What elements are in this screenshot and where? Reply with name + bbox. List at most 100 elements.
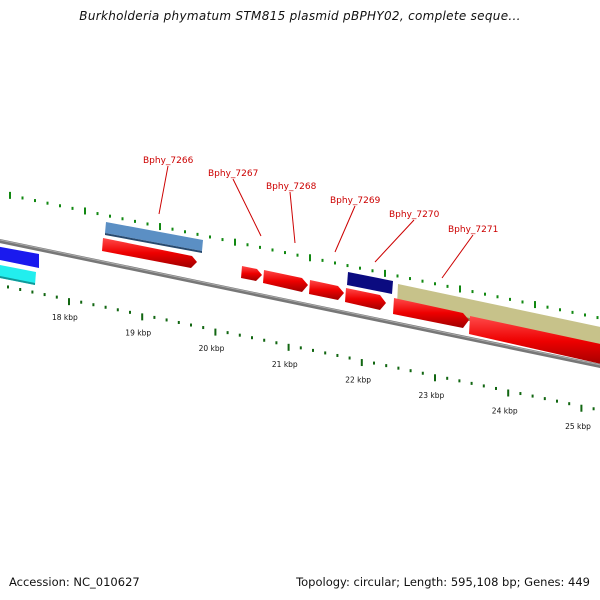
cds-arrow-bphy-7267[interactable] <box>263 270 308 292</box>
kbp-label-21: 21 kbp <box>272 360 298 369</box>
leader-line-bphy-7271 <box>441 234 474 279</box>
inner-tick-minor <box>543 397 546 401</box>
kbp-label-24: 24 kbp <box>492 407 518 416</box>
outer-tick-minor <box>371 269 374 273</box>
outer-tick-minor <box>209 235 211 239</box>
outer-tick-minor <box>246 243 249 247</box>
outer-tick-minor <box>146 222 149 226</box>
gene-label-bphy-7271[interactable]: Bphy_7271 <box>448 225 498 235</box>
outer-tick-minor <box>321 258 324 262</box>
cds-arrow-bphy-7266[interactable] <box>102 238 197 268</box>
gene-label-bphy-7269[interactable]: Bphy_7269 <box>330 196 381 206</box>
outer-tick-major <box>84 207 86 215</box>
inner-tick-major <box>580 404 583 412</box>
outer-tick-minor <box>134 219 136 223</box>
cds-arrow-bphy-7271[interactable] <box>469 316 600 366</box>
outer-tick-minor <box>221 238 224 242</box>
inner-tick-minor <box>263 338 266 342</box>
inner-tick-minor <box>519 392 522 396</box>
outer-tick-minor <box>571 310 574 314</box>
outer-tick-minor <box>359 266 361 270</box>
accession-label: Accession: NC_010627 <box>9 575 140 589</box>
outer-tick-minor <box>59 204 61 208</box>
outer-tick-minor <box>421 279 424 283</box>
inner-tick-minor <box>568 402 571 406</box>
inner-tick-minor <box>397 366 400 370</box>
kbp-label-23: 23 kbp <box>419 391 445 400</box>
inner-tick-minor <box>238 333 241 337</box>
outer-tick-minor <box>171 227 174 231</box>
outer-tick-minor <box>296 253 299 257</box>
cds-arrow-bphy-7270[interactable] <box>393 298 469 328</box>
inner-tick-major <box>507 389 510 397</box>
outer-tick-minor <box>346 264 349 268</box>
inner-tick-minor <box>226 331 229 335</box>
outer-tick-major <box>309 254 311 262</box>
outer-tick-minor <box>521 300 524 304</box>
inner-tick-minor <box>336 353 339 357</box>
inner-tick-major <box>287 343 290 351</box>
outer-tick-minor <box>284 251 286 255</box>
gene-label-bphy-7268[interactable]: Bphy_7268 <box>266 182 317 192</box>
outer-tick-minor <box>96 212 99 216</box>
inner-tick-minor <box>31 290 34 294</box>
inner-tick-minor <box>116 308 119 312</box>
inner-tick-minor <box>324 351 327 355</box>
outer-tick-minor <box>21 196 24 200</box>
feature-cyan[interactable] <box>0 264 36 285</box>
inner-tick-minor <box>129 310 131 314</box>
outer-tick-major <box>234 238 236 246</box>
cds-arrow-bphy-7268[interactable] <box>309 280 344 300</box>
cds-arrows <box>102 238 600 366</box>
outer-tick-minor <box>34 199 36 203</box>
leader-line-bphy-7269 <box>334 205 356 253</box>
outer-tick-minor <box>184 230 186 234</box>
inner-tick-minor <box>556 399 558 403</box>
outer-tick-minor <box>496 295 499 299</box>
outer-tick-minor <box>559 308 561 312</box>
outer-tick-minor <box>46 201 49 205</box>
inner-tick-minor <box>275 341 278 345</box>
inner-tick-minor <box>446 376 449 380</box>
inner-tick-minor <box>495 386 497 390</box>
cds-arrow-bphy-7269[interactable] <box>345 288 386 310</box>
gene-label-bphy-7266[interactable]: Bphy_7266 <box>143 156 194 166</box>
feature-navy[interactable] <box>347 272 393 294</box>
inner-tick-minor <box>104 305 107 309</box>
gene-label-bphy-7267[interactable]: Bphy_7267 <box>208 169 258 179</box>
outer-tick-minor <box>484 292 486 296</box>
inner-tick-minor <box>190 323 192 327</box>
inner-tick-major <box>214 328 217 336</box>
outer-tick-major <box>534 301 536 309</box>
inner-tick-minor <box>312 348 314 352</box>
inner-tick-minor <box>531 394 534 398</box>
outer-tick-minor <box>409 277 411 281</box>
outer-tick-major <box>384 269 386 277</box>
feature-blue[interactable] <box>0 246 39 268</box>
inner-tick-minor <box>92 303 95 307</box>
outer-tick-minor <box>259 245 261 249</box>
inner-tick-minor <box>80 300 83 304</box>
outer-tick-minor <box>71 206 74 210</box>
inner-tick-minor <box>373 361 375 365</box>
kbp-label-25: 25 kbp <box>565 422 591 431</box>
leader-line-bphy-7268 <box>289 191 296 244</box>
outer-tick-minor <box>196 232 199 236</box>
outer-tick-minor <box>121 217 124 221</box>
inner-tick-minor <box>421 371 424 375</box>
outer-tick-minor <box>109 214 111 218</box>
outer-tick-major <box>459 285 461 293</box>
inner-tick-minor <box>592 407 595 411</box>
kbp-label-20: 20 kbp <box>199 344 225 353</box>
map-title: Burkholderia phymatum STM815 plasmid pBP… <box>79 9 521 23</box>
sequence-backbone <box>0 238 600 368</box>
outer-tick-minor <box>271 248 274 252</box>
kbp-label-18: 18 kbp <box>52 313 78 322</box>
inner-tick-minor <box>153 315 156 319</box>
cds-arrow-1[interactable] <box>241 266 262 281</box>
feature-steelblue[interactable] <box>105 222 203 253</box>
inner-tick-minor <box>55 295 58 299</box>
outer-tick-minor <box>396 274 399 278</box>
gene-label-bphy-7270[interactable]: Bphy_7270 <box>389 210 440 220</box>
